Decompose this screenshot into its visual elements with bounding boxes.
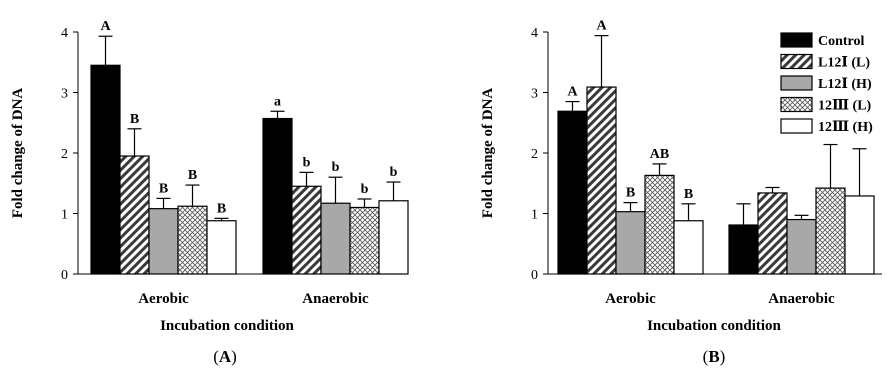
significance-letter: B: [159, 181, 168, 196]
significance-letter: B: [626, 186, 635, 201]
legend-swatch: [780, 118, 813, 134]
y-tick-label: 1: [61, 208, 68, 223]
legend-label: 12Ⅲ (L): [818, 99, 872, 114]
significance-letter: B: [217, 201, 226, 216]
y-tick-label: 1: [531, 208, 538, 223]
x-category-label: Anaerobic: [302, 291, 369, 307]
bar: [586, 86, 617, 275]
legend-label: Control: [818, 34, 865, 49]
y-axis-title: Fold change of DNA: [10, 88, 26, 219]
bar: [673, 220, 704, 275]
significance-letter: A: [596, 19, 607, 34]
y-axis-title: Fold change of DNA: [480, 88, 496, 219]
panel-label: (A): [213, 347, 237, 366]
legend-label: L12Ⅰ (L): [818, 56, 870, 71]
significance-letter: A: [100, 19, 111, 34]
x-axis-title: Incubation condition: [647, 318, 781, 334]
bar: [119, 155, 150, 275]
bar: [378, 200, 409, 275]
bar: [757, 192, 788, 275]
significance-letter: B: [130, 112, 139, 127]
panel-a: 0 1 2 3 4 Fold change of DNA A B B B B Aerobic a b b b b…: [10, 19, 409, 366]
significance-letter: b: [332, 160, 340, 175]
y-tick-label: 3: [61, 87, 68, 102]
bar: [291, 185, 322, 275]
significance-letter: AB: [650, 147, 669, 162]
significance-letter: B: [684, 187, 693, 202]
significance-letter: b: [361, 182, 369, 197]
panel-label: (B): [703, 347, 726, 366]
x-category-label: Aerobic: [138, 291, 189, 307]
legend-swatch: [780, 75, 813, 91]
significance-letter: b: [390, 165, 398, 180]
y-tick-label: 4: [531, 26, 538, 41]
bar: [644, 174, 675, 275]
legend-label: 12Ⅲ (H): [818, 120, 873, 135]
bar: [206, 220, 237, 275]
y-tick-label: 4: [61, 26, 68, 41]
legend-swatch: [780, 32, 813, 48]
significance-letter: b: [303, 155, 311, 170]
significance-letter: a: [274, 94, 281, 109]
bar: [90, 64, 121, 275]
legend-swatch: [780, 96, 813, 113]
y-tick-label: 0: [531, 268, 538, 283]
bar: [320, 202, 351, 275]
x-category-label: Aerobic: [605, 291, 656, 307]
bar: [148, 208, 179, 275]
bar: [177, 205, 208, 275]
bar: [815, 187, 846, 275]
y-tick-label: 0: [61, 268, 68, 283]
y-tick-label: 2: [531, 147, 538, 162]
bar: [728, 224, 759, 275]
significance-letter: B: [188, 168, 197, 183]
legend-swatch: [780, 53, 813, 70]
bar: [786, 218, 817, 275]
legend-label: L12Ⅰ (H): [818, 77, 872, 92]
y-tick-label: 2: [61, 147, 68, 162]
bar: [262, 117, 293, 275]
bar: [557, 110, 588, 275]
x-category-label: Anaerobic: [768, 291, 835, 307]
bar: [615, 211, 646, 275]
bar: [349, 206, 380, 275]
significance-letter: A: [567, 85, 578, 100]
y-tick-label: 3: [531, 87, 538, 102]
x-axis-title: Incubation condition: [160, 318, 294, 334]
bar: [844, 195, 875, 275]
legend: Control L12Ⅰ (L) L12Ⅰ (H) 12Ⅲ (L) 12Ⅲ (H): [780, 32, 873, 135]
